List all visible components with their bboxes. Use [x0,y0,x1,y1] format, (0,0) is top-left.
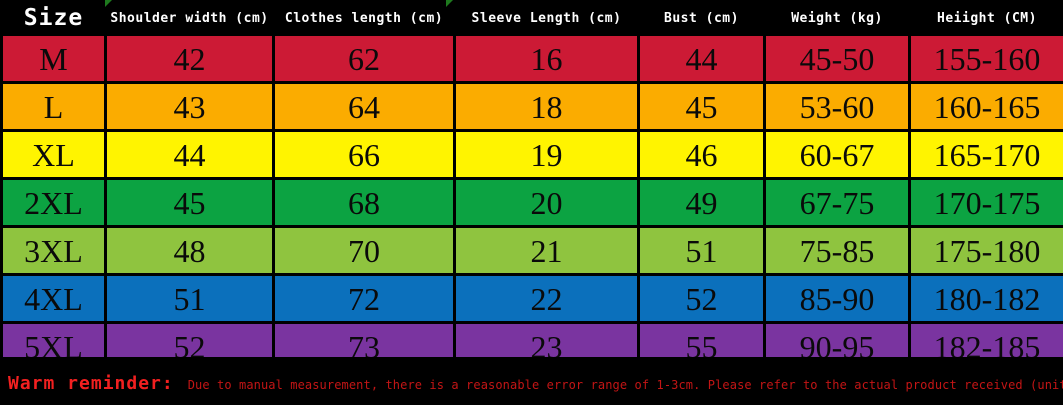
height-value: 160-165 [908,81,1063,132]
shoulder-value: 48 [104,225,275,276]
size-label: 2XL [0,177,107,228]
length-value: 72 [272,273,456,324]
length-value: 68 [272,177,456,228]
size-label: 4XL [0,273,107,324]
height-value: 175-180 [908,225,1063,276]
column-header-weight: Weight (kg) [763,0,911,36]
shoulder-value: 45 [104,177,275,228]
height-value: 170-175 [908,177,1063,228]
table-row-2xl: 2XL 45 68 20 49 67-75 170-175 [0,177,1063,228]
size-label: 3XL [0,225,107,276]
weight-value: 67-75 [763,177,911,228]
length-value: 64 [272,81,456,132]
warm-reminder-bar: Warm reminder: Due to manual measurement… [0,357,1063,405]
table-row-l: L 43 64 18 45 53-60 160-165 [0,81,1063,132]
weight-value: 60-67 [763,129,911,180]
length-value: 62 [272,33,456,84]
height-value: 165-170 [908,129,1063,180]
size-label: XL [0,129,107,180]
bust-value: 44 [637,33,766,84]
green-corner-marker-icon [446,0,453,7]
size-label: M [0,33,107,84]
shoulder-value: 43 [104,81,275,132]
sleeve-value: 20 [453,177,640,228]
sleeve-value: 22 [453,273,640,324]
column-header-sleeve-length: Sleeve Length (cm) [453,0,640,36]
sleeve-value: 21 [453,225,640,276]
column-header-shoulder-width: Shoulder width (cm) [104,0,275,36]
shoulder-value: 44 [104,129,275,180]
column-header-clothes-length: Clothes length (cm) [272,0,456,36]
bust-value: 49 [637,177,766,228]
length-value: 70 [272,225,456,276]
sleeve-value: 19 [453,129,640,180]
bust-value: 51 [637,225,766,276]
green-corner-marker-icon [105,0,112,7]
shoulder-value: 42 [104,33,275,84]
table-header-row: Size Shoulder width (cm) Clothes length … [0,0,1063,36]
length-value: 66 [272,129,456,180]
bust-value: 45 [637,81,766,132]
weight-value: 85-90 [763,273,911,324]
warm-reminder-text: Due to manual measurement, there is a re… [187,378,1063,392]
warm-reminder-label: Warm reminder: [8,373,174,394]
column-header-height: Heiight (CM) [908,0,1063,36]
table-row-xl: XL 44 66 19 46 60-67 165-170 [0,129,1063,180]
sleeve-value: 16 [453,33,640,84]
bust-value: 52 [637,273,766,324]
table-row-3xl: 3XL 48 70 21 51 75-85 175-180 [0,225,1063,276]
table-row-m: M 42 62 16 44 45-50 155-160 [0,33,1063,84]
sleeve-value: 18 [453,81,640,132]
column-header-size: Size [0,0,107,36]
size-chart-table: Size Shoulder width (cm) Clothes length … [0,0,1063,372]
table-row-4xl: 4XL 51 72 22 52 85-90 180-182 [0,273,1063,324]
weight-value: 75-85 [763,225,911,276]
size-label: L [0,81,107,132]
bust-value: 46 [637,129,766,180]
shoulder-value: 51 [104,273,275,324]
height-value: 155-160 [908,33,1063,84]
column-header-bust: Bust (cm) [637,0,766,36]
height-value: 180-182 [908,273,1063,324]
weight-value: 53-60 [763,81,911,132]
weight-value: 45-50 [763,33,911,84]
